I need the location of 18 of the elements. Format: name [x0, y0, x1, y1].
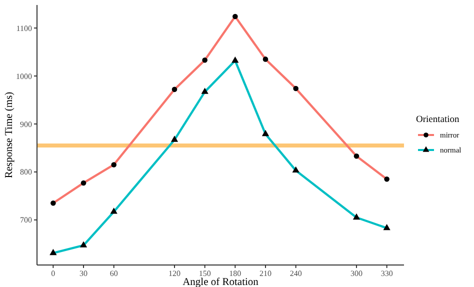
x-tick-label: 240 [290, 269, 302, 278]
y-tick-label: 900 [20, 120, 32, 129]
y-tick-label: 1000 [16, 72, 32, 81]
y-tick-label: 700 [20, 216, 32, 225]
legend-title: Orientation [416, 115, 460, 125]
x-tick-label: 210 [259, 269, 272, 278]
x-tick-label: 30 [80, 269, 88, 278]
y-tick-label: 1100 [16, 24, 32, 33]
x-tick-label: 0 [51, 269, 56, 278]
x-tick-label: 300 [350, 269, 362, 278]
x-tick-label: 60 [110, 269, 118, 278]
y-tick-label: 800 [20, 168, 32, 177]
x-tick-label: 180 [229, 269, 242, 278]
x-tick-label: 120 [168, 269, 180, 278]
x-tick-label: 330 [380, 269, 393, 278]
y-axis-title: Response Time (ms) [4, 91, 15, 178]
x-tick-label: 150 [198, 269, 211, 278]
x-axis-title: Angle of Rotation [182, 277, 260, 287]
